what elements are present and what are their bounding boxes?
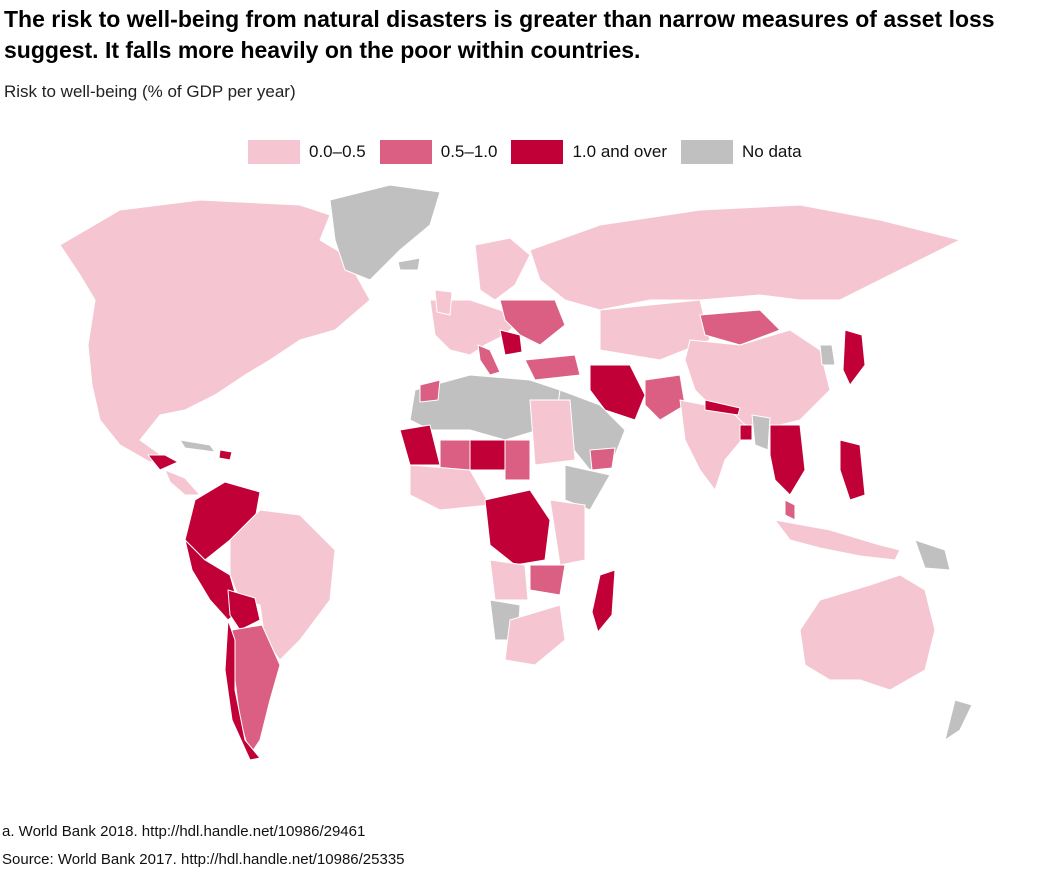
region-iceland <box>397 257 421 271</box>
region-australia <box>799 574 936 691</box>
region-central-america-high <box>147 454 179 471</box>
region-central-africa-high <box>484 489 551 566</box>
region-greenland <box>329 184 441 281</box>
region-korea-nodata <box>819 344 836 366</box>
map-subtitle: Risk to well-being (% of GDP per year) <box>4 82 296 101</box>
region-angola <box>489 559 529 601</box>
region-north-africa-nodata <box>409 374 561 441</box>
legend-item-nodata: No data <box>680 140 802 164</box>
region-myanmar-nodata <box>751 414 771 451</box>
region-indonesia <box>774 519 901 561</box>
region-horn-nodata <box>564 464 611 511</box>
region-argentina <box>231 624 281 756</box>
legend-swatch-high <box>511 140 564 164</box>
region-east-africa <box>549 499 586 566</box>
region-bangladesh-high <box>739 424 753 441</box>
region-malaysia-mid <box>784 499 796 521</box>
region-yemen-mid <box>589 447 616 471</box>
region-bolivia-high <box>227 589 261 631</box>
region-japan-high <box>842 329 866 386</box>
region-eastern-europe-mid <box>499 299 566 346</box>
region-chad-mid <box>504 439 531 481</box>
world-map <box>59 184 973 761</box>
region-russia <box>529 204 961 311</box>
region-balkans-high <box>499 329 523 356</box>
legend-label-low: 0.0–0.5 <box>309 142 366 161</box>
region-philippines-high <box>839 439 866 501</box>
region-north-america <box>59 199 371 463</box>
notes: a. World Bank 2018. http://hdl.handle.ne… <box>2 818 405 874</box>
legend: 0.0–0.5 0.5–1.0 1.0 and over No data <box>248 140 816 164</box>
region-central-asia <box>599 299 711 361</box>
region-new-zealand-nodata <box>944 699 973 741</box>
legend-label-high: 1.0 and over <box>572 142 667 161</box>
legend-item-high: 1.0 and over <box>511 140 667 164</box>
region-morocco-mid <box>419 379 441 403</box>
legend-label-mid: 0.5–1.0 <box>440 142 498 161</box>
legend-item-mid: 0.5–1.0 <box>379 140 498 164</box>
region-madagascar-high <box>591 569 616 633</box>
region-mainland-se-asia-high <box>769 424 806 496</box>
legend-item-low: 0.0–0.5 <box>248 140 366 164</box>
region-chile-high <box>224 619 261 761</box>
region-pakistan-mid <box>644 374 686 421</box>
region-italy-mid <box>477 344 501 376</box>
region-png-nodata <box>914 539 951 571</box>
region-egypt-sudan <box>529 399 576 466</box>
region-mauritania-high <box>399 424 441 466</box>
region-south-africa <box>504 604 566 666</box>
region-turkey-mid <box>524 354 581 381</box>
region-southern-africa-mid <box>529 564 566 596</box>
legend-swatch-nodata <box>680 140 733 164</box>
source-note: Source: World Bank 2017. http://hdl.hand… <box>2 851 405 868</box>
region-mongolia-mid <box>699 309 781 346</box>
region-uk <box>434 289 453 316</box>
legend-label-nodata: No data <box>741 142 802 161</box>
note-a: a. World Bank 2018. http://hdl.handle.ne… <box>2 823 366 840</box>
region-central-america-low <box>164 469 201 496</box>
region-west-africa <box>409 464 491 511</box>
region-europe-low <box>429 299 521 356</box>
region-haiti <box>218 449 233 461</box>
map-title: The risk to well-being from natural disa… <box>4 6 995 63</box>
region-cuba <box>179 439 216 453</box>
region-himalaya-high <box>704 399 741 416</box>
region-iran-high <box>589 364 646 421</box>
region-scandinavia <box>474 237 531 301</box>
legend-swatch-mid <box>379 140 432 164</box>
region-niger-high <box>469 439 506 471</box>
legend-swatch-low <box>248 140 300 164</box>
